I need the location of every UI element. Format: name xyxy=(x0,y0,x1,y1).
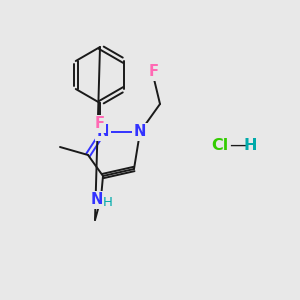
Text: —: — xyxy=(229,136,247,154)
Text: F: F xyxy=(95,116,105,131)
Text: Cl: Cl xyxy=(212,137,229,152)
Text: F: F xyxy=(149,64,159,80)
Text: H: H xyxy=(103,196,113,209)
Text: H: H xyxy=(243,137,257,152)
Text: N: N xyxy=(97,124,109,140)
Text: N: N xyxy=(91,193,103,208)
Text: N: N xyxy=(134,124,146,140)
